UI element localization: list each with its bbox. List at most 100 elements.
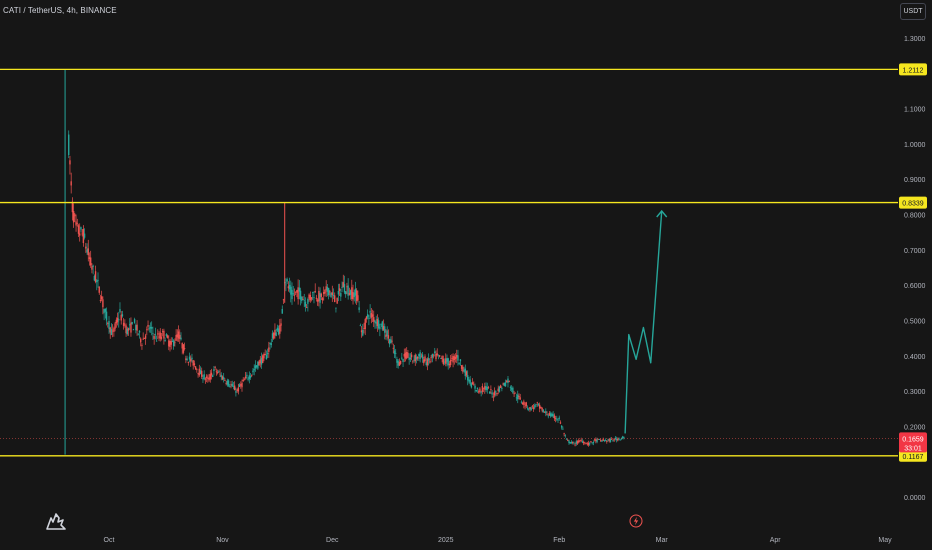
candle-body [335, 307, 337, 309]
candle-body [332, 295, 335, 296]
candle-body [330, 293, 332, 298]
candle-body [424, 356, 426, 362]
candle-body [204, 378, 207, 380]
candle-body [268, 347, 270, 352]
candle-body [387, 335, 390, 339]
candle-body [377, 320, 380, 329]
candle-body [264, 353, 266, 356]
candle-body [430, 357, 432, 359]
candle-body [515, 397, 518, 399]
candle-body [470, 383, 473, 388]
candle-body [415, 356, 418, 360]
candle-body [612, 440, 614, 442]
candle-body [481, 386, 484, 392]
candle-body [126, 328, 129, 335]
candle-body [183, 348, 186, 350]
candle-body [570, 441, 573, 444]
y-tick-label: 1.1000 [904, 107, 926, 114]
projection-path[interactable] [624, 210, 663, 434]
candle-body [539, 404, 541, 409]
candle-body [371, 314, 374, 317]
candle-body [535, 404, 537, 405]
candle-body [208, 377, 210, 381]
candle-body [160, 336, 163, 339]
candle-body [213, 369, 215, 372]
candle-body [246, 374, 248, 377]
candle-body [351, 287, 353, 299]
candle-body [89, 257, 92, 266]
y-tick-label: 0.9000 [904, 177, 926, 184]
candle-body [380, 323, 382, 325]
candle-body [600, 439, 602, 441]
candle-body [293, 294, 296, 296]
candle-body [436, 353, 438, 356]
candle-body [253, 368, 255, 371]
candle-body [69, 160, 71, 165]
candle-body [144, 335, 147, 339]
candle-body [174, 342, 176, 344]
candle-body [281, 308, 283, 314]
candle-body [464, 368, 466, 377]
candle-body [182, 344, 185, 353]
candle-body [165, 334, 168, 337]
candle-body [270, 343, 272, 345]
candle-body [469, 379, 471, 384]
candle-body [202, 378, 204, 380]
candle-body [135, 325, 137, 331]
candle-body [141, 344, 143, 346]
candle-body [595, 439, 597, 442]
candle-body [143, 337, 146, 339]
candle-body [79, 233, 81, 236]
candle-body [359, 325, 362, 327]
candle-body [136, 324, 138, 331]
tradingview-logo-icon[interactable] [44, 510, 68, 532]
candle-body [373, 317, 375, 322]
candle-body [547, 415, 549, 417]
x-tick-label: Mar [656, 537, 669, 544]
candle-body [475, 389, 477, 392]
candle-body [251, 374, 253, 376]
currency-button[interactable]: USDT [900, 3, 926, 20]
candle-body [465, 371, 468, 376]
candle-body [348, 293, 351, 295]
candle-body [526, 407, 529, 409]
candle-body [187, 362, 190, 363]
candle-body [449, 359, 452, 366]
current-price-label: 0.1659 [902, 436, 924, 443]
candle-body [435, 353, 437, 360]
candle-body [552, 414, 554, 417]
candle-body [528, 408, 530, 410]
candle-body [409, 357, 412, 360]
candle-body [83, 233, 86, 238]
candle-body [501, 388, 503, 389]
candle-body [68, 134, 70, 156]
candle-body [452, 356, 454, 363]
candle-body [252, 370, 254, 373]
candle-body [358, 307, 360, 310]
lightning-bolt-icon[interactable] [629, 514, 643, 528]
candle-body [447, 358, 449, 366]
candle-body [432, 355, 435, 357]
candle-body [180, 337, 182, 340]
level-price-tag [899, 449, 927, 462]
candle-body [265, 354, 268, 360]
candle-body [196, 369, 198, 371]
candle-body [297, 287, 299, 300]
candle-body [98, 286, 100, 293]
countdown-label: 33:01 [904, 445, 922, 452]
x-tick-label: 2025 [438, 537, 454, 544]
candle-body [485, 386, 487, 391]
candle-body [397, 360, 399, 366]
candle-body [553, 415, 556, 419]
candle-body [402, 359, 404, 363]
candle-body [453, 356, 455, 361]
candle-body [404, 352, 407, 359]
candle-body [573, 442, 575, 444]
candle-body [445, 358, 447, 364]
candle-body [305, 307, 308, 309]
candle-body [426, 358, 429, 366]
candle-body [329, 291, 331, 293]
candle-body [191, 357, 193, 360]
candle-body [285, 284, 287, 286]
